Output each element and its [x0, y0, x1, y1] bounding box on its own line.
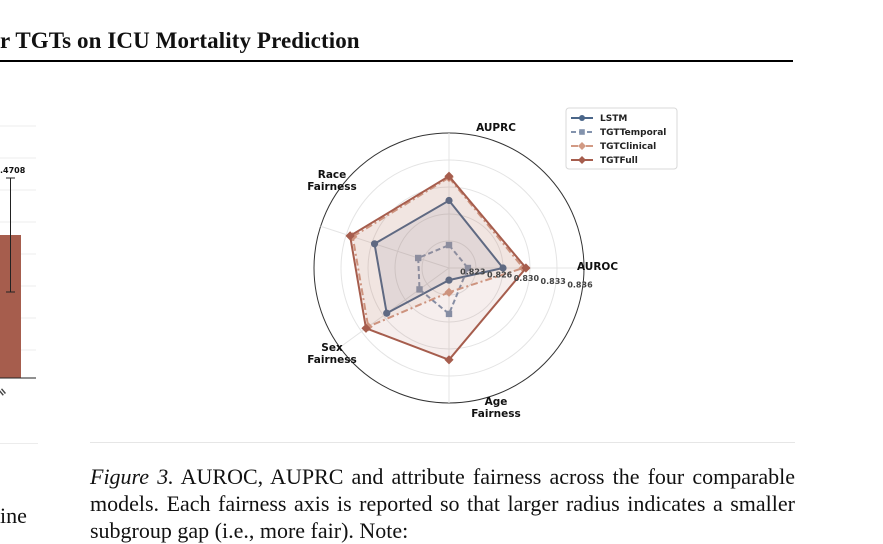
axis-label: Race Fairness — [307, 169, 357, 193]
radial-tick-label: 0.833 — [541, 277, 566, 286]
series-tgttemporal-line — [417, 243, 470, 316]
series-tgttemporal-point — [414, 254, 422, 262]
radar-axis-labels: AUPRC AUROC Age Fairness Sex Fairness Race Fair… — [307, 122, 618, 420]
series-tgtclinical-line — [351, 176, 526, 329]
series-tgttemporal-point — [445, 241, 453, 249]
series-lstm-point — [445, 196, 453, 205]
left-figure-bottom-rule — [0, 443, 38, 444]
legend-label: TGTFull — [600, 156, 638, 166]
axis-label: AUPRC — [476, 122, 516, 134]
left-bar — [0, 235, 21, 378]
radar-chart: 0.823 0.826 0.830 0.833 0.836 AUPRC AUROC Age F… — [307, 107, 678, 420]
legend-label: LSTM — [600, 114, 627, 124]
radial-tick-label: 0.836 — [567, 280, 593, 289]
series-lstm-line — [373, 199, 505, 315]
series-lstm-point — [499, 264, 507, 272]
radar-series-layer — [345, 171, 531, 365]
legend-label: TGTTemporal — [600, 128, 666, 138]
left-bar-chart: .4708 ll — [0, 125, 36, 398]
series-tgtfull-line — [348, 174, 528, 361]
series-tgtfull-point — [444, 355, 454, 365]
axis-label: Age Fairness — [471, 396, 521, 420]
legend-marker — [578, 156, 586, 164]
legend-marker — [578, 142, 586, 150]
series-tgtclinical-point — [444, 287, 454, 297]
series-lstm-point — [383, 309, 391, 317]
legend-marker — [579, 115, 585, 121]
legend: LSTM TGTTemporal TGTClinical TGTFull — [565, 107, 678, 170]
legend-marker — [579, 129, 585, 135]
radar-spoke — [320, 225, 450, 269]
legend-box — [565, 107, 678, 170]
axis-label: Sex Fairness — [307, 342, 357, 366]
title-rule — [0, 60, 793, 62]
page-title: r TGTs on ICU Mortality Prediction — [0, 28, 360, 53]
series-lstm-point — [445, 276, 453, 284]
radial-tick-label: 0.830 — [514, 274, 540, 283]
series-tgttemporal-point — [416, 286, 423, 293]
left-value-label: .4708 — [0, 166, 26, 175]
radar-tick-labels: 0.823 0.826 0.830 0.833 0.836 — [460, 267, 593, 289]
caption-text: AUROC, AUPRC and attribute fairness acro… — [90, 464, 795, 543]
axis-label: AUROC — [577, 261, 618, 273]
caption-label: Figure 3. — [90, 464, 174, 489]
series-tgtfull-point — [521, 263, 531, 273]
legend-label: TGTClinical — [600, 142, 656, 152]
left-column-text: ine — [0, 503, 27, 528]
series-tgtfull-point — [361, 323, 371, 333]
radial-tick-label: 0.826 — [487, 271, 513, 280]
series-tgtfull-point — [444, 171, 454, 181]
left-tick-label: ll — [0, 387, 8, 398]
series-tgtfull-point — [345, 231, 355, 241]
radar-spoke — [339, 267, 450, 348]
series-lstm-point — [370, 240, 379, 248]
series-tgttemporal-point — [445, 310, 453, 318]
radial-tick-label: 0.823 — [460, 267, 485, 276]
series-tgttemporal-point — [464, 264, 472, 272]
figure-bottom-rule — [90, 442, 795, 443]
figure-caption: Figure 3. AUROC, AUPRC and attribute fai… — [90, 463, 795, 544]
